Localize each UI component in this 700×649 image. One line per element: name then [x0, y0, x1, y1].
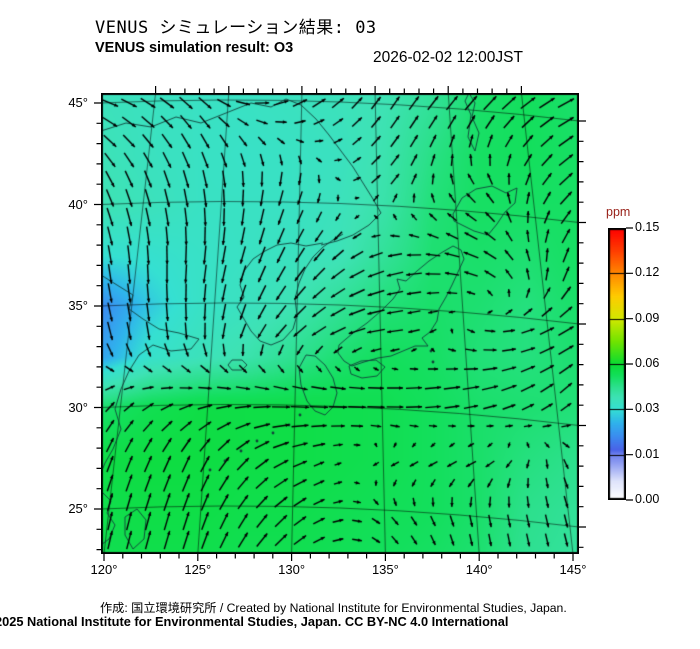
lat-tick-label: 25° — [68, 501, 88, 516]
colorbar-tick-label: 0.12 — [635, 265, 660, 280]
lon-tick-label: 145° — [559, 562, 587, 577]
lat-tick-label: 35° — [68, 298, 88, 313]
timestamp: 2026-02-02 12:00JST — [373, 49, 523, 66]
lat-tick-label: 40° — [68, 196, 88, 212]
lon-tick-label: 135° — [371, 562, 399, 577]
colorbar-tick-label: 0.01 — [635, 446, 660, 461]
lat-tick-label: 30° — [68, 399, 88, 415]
credit-line: 作成: 国立環境研究所 / Created by National Instit… — [100, 601, 567, 615]
lon-tick-label: 140° — [465, 562, 493, 577]
page-title-english: VENUS simulation result: O3 — [95, 40, 294, 56]
map-plot-area — [101, 93, 579, 554]
lon-tick-label: 125° — [184, 562, 212, 577]
colorbar-tick-label: 0.00 — [635, 492, 660, 506]
colorbar-tick-label: 0.15 — [635, 220, 660, 234]
colorbar — [608, 228, 626, 500]
colorbar-canvas — [608, 228, 626, 500]
license-line: 2025 National Institute for Environmenta… — [0, 614, 509, 629]
lat-tick-label: 45° — [68, 95, 88, 110]
colorbar-tick-label: 0.09 — [635, 310, 660, 325]
colorbar-unit-label: ppm — [606, 205, 631, 219]
page-title-japanese: VENUS シミュレーション結果: 03 — [95, 18, 377, 38]
lon-tick-label: 120° — [90, 562, 118, 577]
o3-wind-map-canvas — [101, 93, 579, 554]
colorbar-tick-label: 0.06 — [635, 356, 660, 370]
colorbar-tick-label: 0.03 — [635, 401, 660, 416]
lon-tick-label: 130° — [278, 562, 306, 577]
